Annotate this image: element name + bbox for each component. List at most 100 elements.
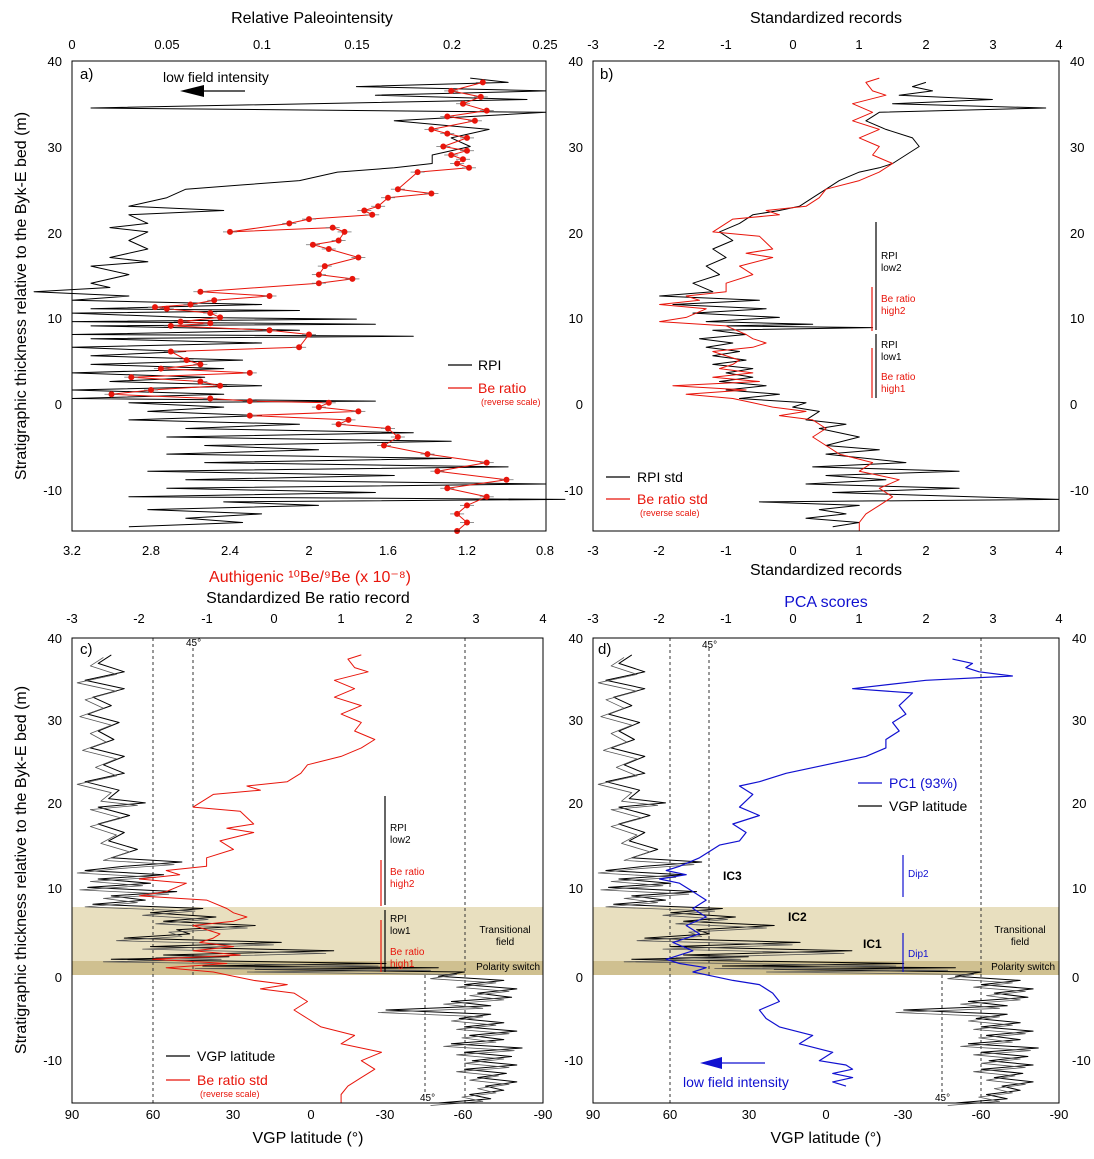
vgp-latitude-line xyxy=(84,654,523,1104)
legend-be-std-sub: (reverse scale) xyxy=(640,508,700,518)
be-ratio-point xyxy=(424,451,431,458)
tick-label: 2 xyxy=(922,543,929,558)
be-ratio-point xyxy=(325,399,332,406)
be-ratio-point xyxy=(227,228,233,235)
tick-label: 3.2 xyxy=(63,543,81,558)
tick-label: 3 xyxy=(989,543,996,558)
legend-rpi: RPI xyxy=(478,357,501,373)
tick-label: -3 xyxy=(587,543,599,558)
dip2-label: Dip2 xyxy=(908,869,929,880)
rpi-line xyxy=(33,77,566,528)
panel-b-plot xyxy=(659,77,1060,531)
tick-label: -10 xyxy=(43,483,62,498)
be-ratio-point xyxy=(309,241,316,248)
panel-d-bottom-axis-title: VGP latitude (°) xyxy=(770,1130,881,1147)
be-ratio-point xyxy=(246,412,253,419)
be-ratio-point xyxy=(428,126,435,133)
tick-label: -10 xyxy=(1072,1053,1091,1068)
arrow-head-icon xyxy=(180,85,204,97)
tick-label: -30 xyxy=(894,1107,913,1122)
tick-label: 30 xyxy=(48,140,62,155)
tick-label: 20 xyxy=(1072,796,1086,811)
tick-label: -10 xyxy=(1070,483,1089,498)
ic1-label: IC1 xyxy=(863,937,882,951)
be-ratio-point xyxy=(246,369,253,376)
tick-label: 2.8 xyxy=(142,543,160,558)
be-ratio-point xyxy=(444,130,451,137)
rpi-low1-text: low1 xyxy=(390,926,411,937)
be-ratio-point xyxy=(440,143,447,150)
be-ratio-point xyxy=(315,280,322,287)
tick-label: 0.15 xyxy=(344,37,369,52)
panel-d-legend: PC1 (93%) VGP latitude xyxy=(858,775,968,814)
be-ratio-point xyxy=(296,344,303,351)
be-ratio-point xyxy=(197,288,204,295)
be-high1-text: high1 xyxy=(881,384,906,395)
tick-label: 1.2 xyxy=(458,543,476,558)
panel-b-legend: RPI std Be ratio std (reverse scale) xyxy=(606,469,708,518)
be-ratio-point xyxy=(207,310,214,317)
be-ratio-point xyxy=(394,434,401,440)
be-ratio-point xyxy=(385,194,391,201)
panel-d: PCA scores -3 -2 -1 0 1 2 3 4 40 30 20 1… xyxy=(564,594,1091,1147)
arrow-text: low field intensity xyxy=(163,69,269,85)
be-ratio-point xyxy=(315,404,322,411)
panel-a-bottom-axis-title: Authigenic ¹⁰Be/⁹Be (x 10⁻⁸) xyxy=(209,569,411,586)
be-ratio-point xyxy=(157,365,164,372)
be-ratio-point xyxy=(349,275,356,282)
be-ratio-point xyxy=(464,134,470,141)
tick-label: 20 xyxy=(569,796,583,811)
be-ratio-point xyxy=(128,374,135,381)
be-high1-text: Be ratio xyxy=(390,947,425,958)
panel-b-label: b) xyxy=(600,66,613,83)
be-ratio-point xyxy=(207,395,214,402)
be-ratio-point xyxy=(464,502,470,509)
panel-a: Relative Paleointensity 0 0.05 0.1 0.15 … xyxy=(33,10,566,586)
rpi-std-line xyxy=(659,81,1060,528)
rpi-low2-text: low2 xyxy=(881,263,902,274)
vgp-latitude-line xyxy=(597,657,1031,1106)
be-ratio-point xyxy=(286,220,293,227)
tick-label: -10 xyxy=(564,483,583,498)
tick-label: 0.1 xyxy=(253,37,271,52)
vgp-latitude-line xyxy=(76,657,515,1106)
tick-label: 40 xyxy=(1072,631,1086,646)
panel-c-left-ticks: 40 30 20 10 0 -10 xyxy=(43,631,62,1068)
be-ratio-point xyxy=(108,391,115,398)
tick-label: -1 xyxy=(720,37,732,52)
tick-label: 2 xyxy=(922,37,929,52)
be-ratio-point xyxy=(394,186,401,193)
tick-label: 0.25 xyxy=(532,37,557,52)
be-ratio-point xyxy=(197,361,204,368)
legend-vgp: VGP latitude xyxy=(889,798,968,814)
be-ratio-point xyxy=(375,203,382,210)
tick-label: 0.8 xyxy=(536,543,554,558)
legend-be-std: Be ratio std xyxy=(637,491,708,507)
be-ratio-point xyxy=(177,318,184,325)
be-ratio-point xyxy=(454,160,461,167)
be-ratio-point xyxy=(167,348,174,355)
tick-label: 30 xyxy=(1070,140,1084,155)
deg45-top-label: 45° xyxy=(186,638,201,649)
be-ratio-point xyxy=(361,207,368,214)
panel-b-top-axis-title: Standardized records xyxy=(750,10,902,27)
panel-d-frame xyxy=(592,637,1060,1104)
legend-rpi-std: RPI std xyxy=(637,469,683,485)
tick-label: -1 xyxy=(720,543,732,558)
ic3-label: IC3 xyxy=(723,869,742,883)
tick-label: 30 xyxy=(569,140,583,155)
be-ratio-point xyxy=(321,263,328,270)
tick-label: -90 xyxy=(1050,1107,1069,1122)
legend-be-std-sub: (reverse scale) xyxy=(200,1089,260,1099)
panel-d-right-ticks: 40 30 20 10 0 -10 xyxy=(1072,631,1091,1068)
tick-label: 10 xyxy=(1072,881,1086,896)
tick-label: 40 xyxy=(1070,54,1084,69)
arrow-head-icon xyxy=(700,1057,722,1069)
be-high2-text: high2 xyxy=(881,306,906,317)
panel-c-bottom-axis-title: VGP latitude (°) xyxy=(252,1130,363,1147)
tick-label: 40 xyxy=(569,631,583,646)
be-ratio-point xyxy=(148,387,154,393)
tick-label: -60 xyxy=(972,1107,991,1122)
be-ratio-point xyxy=(385,425,391,432)
